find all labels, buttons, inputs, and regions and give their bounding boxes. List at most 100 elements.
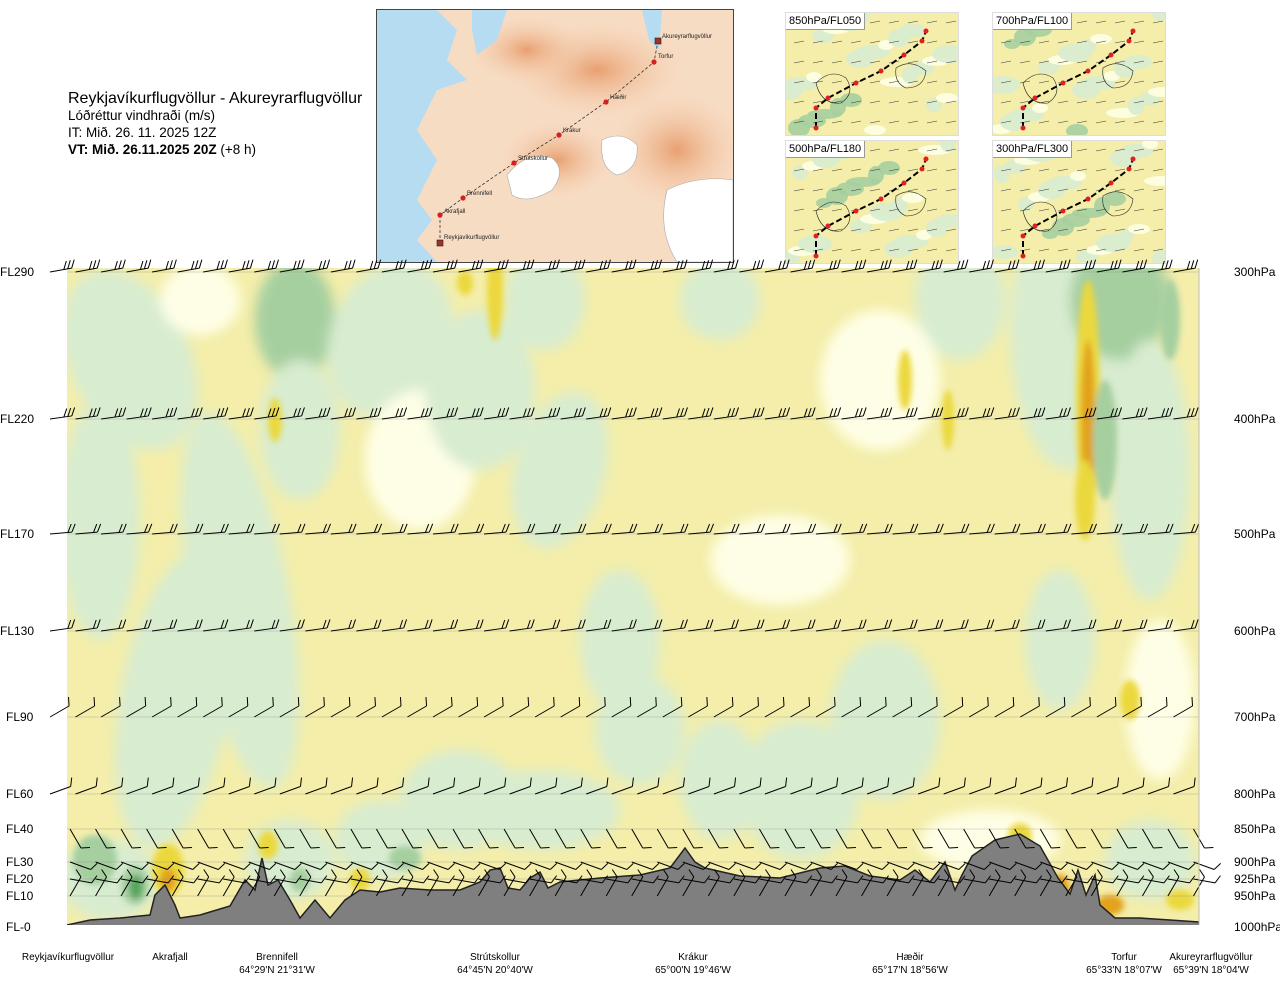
wind-barb	[841, 777, 864, 795]
wind-barb	[1141, 828, 1163, 849]
wind-barb	[790, 259, 816, 273]
wind-barb	[861, 861, 890, 870]
wind-barb	[452, 861, 481, 870]
wind-barb	[534, 697, 555, 718]
wind-barb	[994, 777, 1017, 795]
wind-barb	[631, 875, 660, 884]
route-map: Reykjavíkurflugvöllur Akrafjall Brennifell…	[376, 9, 734, 263]
wind-barb	[1096, 523, 1123, 535]
wind-barb	[963, 828, 984, 849]
wind-barb	[969, 777, 992, 795]
wind-barb	[376, 875, 404, 884]
fl-tick-label: FL170	[0, 527, 35, 541]
wind-barb	[656, 828, 678, 849]
valid-time-value: VT: Mið. 26.11.2025 20Z	[68, 142, 217, 157]
wind-barb	[509, 697, 530, 718]
wind-barb	[478, 869, 490, 897]
wind-barb	[273, 828, 295, 849]
wind-barb	[1045, 777, 1068, 795]
wind-barb	[49, 697, 70, 718]
wind-barb	[325, 861, 353, 870]
wind-barb	[866, 259, 892, 273]
wind-barb	[586, 619, 612, 632]
wind-barb	[1167, 869, 1180, 897]
wind-barb	[1096, 619, 1122, 632]
wind-barb	[171, 861, 200, 870]
wind-barb	[637, 697, 657, 718]
map-waypoint-label: Krákur	[563, 128, 581, 134]
wind-barb	[305, 619, 331, 632]
pressure-tick-label: 850hPa	[1234, 822, 1276, 836]
pressure-tick-label: 800hPa	[1234, 787, 1276, 801]
wind-barb	[733, 828, 754, 849]
wind-barb	[943, 407, 969, 420]
wind-barb	[1173, 777, 1196, 795]
wind-barb	[49, 523, 76, 535]
wind-barb	[535, 619, 561, 632]
wind-barb	[407, 619, 433, 632]
wind-barb	[228, 777, 251, 795]
wind-barb	[739, 619, 765, 632]
fl-tick-label: FL90	[6, 710, 34, 724]
wind-barb	[254, 697, 274, 718]
wind-barb	[432, 697, 453, 718]
wind-barb	[605, 828, 627, 849]
wind-barb	[75, 697, 96, 718]
wind-barb	[407, 407, 433, 420]
wind-barb	[1040, 875, 1068, 884]
route-line	[439, 40, 659, 243]
wind-barb	[662, 619, 688, 632]
wind-barb	[228, 523, 255, 535]
wind-barb	[432, 777, 456, 795]
wind-barb	[452, 875, 481, 884]
wind-barb	[152, 407, 178, 420]
wind-barb	[427, 869, 439, 897]
wind-barb	[1142, 861, 1170, 870]
wind-barb	[100, 407, 127, 420]
thumbnail-300hpa[interactable]: 300hPa/FL300	[992, 140, 1166, 264]
wind-barb	[713, 697, 734, 718]
wind-barb	[758, 869, 771, 897]
thumbnail-500hpa[interactable]: 500hPa/FL180	[785, 140, 959, 264]
wind-barb	[969, 523, 995, 535]
wind-barb	[733, 861, 762, 870]
wind-barb	[177, 523, 204, 535]
pressure-tick-label: 1000hPa	[1234, 920, 1280, 934]
thumbnail-700hpa[interactable]: 700hPa/FL100	[992, 12, 1166, 136]
wind-barb	[866, 777, 890, 795]
wind-barb	[299, 828, 320, 849]
wind-barb	[835, 861, 864, 870]
wind-barb	[1071, 523, 1098, 535]
wind-barb	[279, 777, 302, 795]
wind-barb	[279, 407, 305, 420]
wind-barb	[989, 861, 1017, 870]
wind-barb	[586, 523, 612, 535]
wind-barb	[611, 523, 638, 535]
wind-barb	[937, 869, 950, 897]
pressure-tick-label: 600hPa	[1234, 624, 1276, 638]
wind-barb	[75, 777, 98, 795]
wind-barb	[637, 777, 660, 795]
wind-barb	[1142, 875, 1170, 884]
wind-barb	[75, 619, 101, 632]
wind-barb	[586, 407, 612, 420]
wind-barb	[969, 407, 995, 420]
wind-barb	[784, 828, 805, 849]
wind-barb	[228, 697, 249, 718]
wind-barb	[611, 777, 634, 795]
wind-barb	[458, 697, 479, 718]
wind-barb	[682, 875, 711, 884]
wind-barb	[835, 875, 864, 884]
wind-barb	[305, 777, 328, 795]
wind-barbs	[49, 259, 1221, 897]
waypoint-name: Brennifell	[256, 952, 298, 963]
vertical-velocity-field	[67, 268, 1199, 925]
thumbnail-850hpa[interactable]: 850hPa/FL050	[785, 12, 959, 136]
wind-barb	[555, 875, 583, 884]
wind-barb	[197, 861, 226, 870]
wind-barb	[483, 619, 510, 632]
wind-barb	[350, 828, 371, 849]
wind-barb	[324, 869, 337, 897]
waypoint-label: Torfur 65°33'N 18°07'W	[1086, 951, 1162, 977]
wind-barb	[918, 523, 944, 535]
